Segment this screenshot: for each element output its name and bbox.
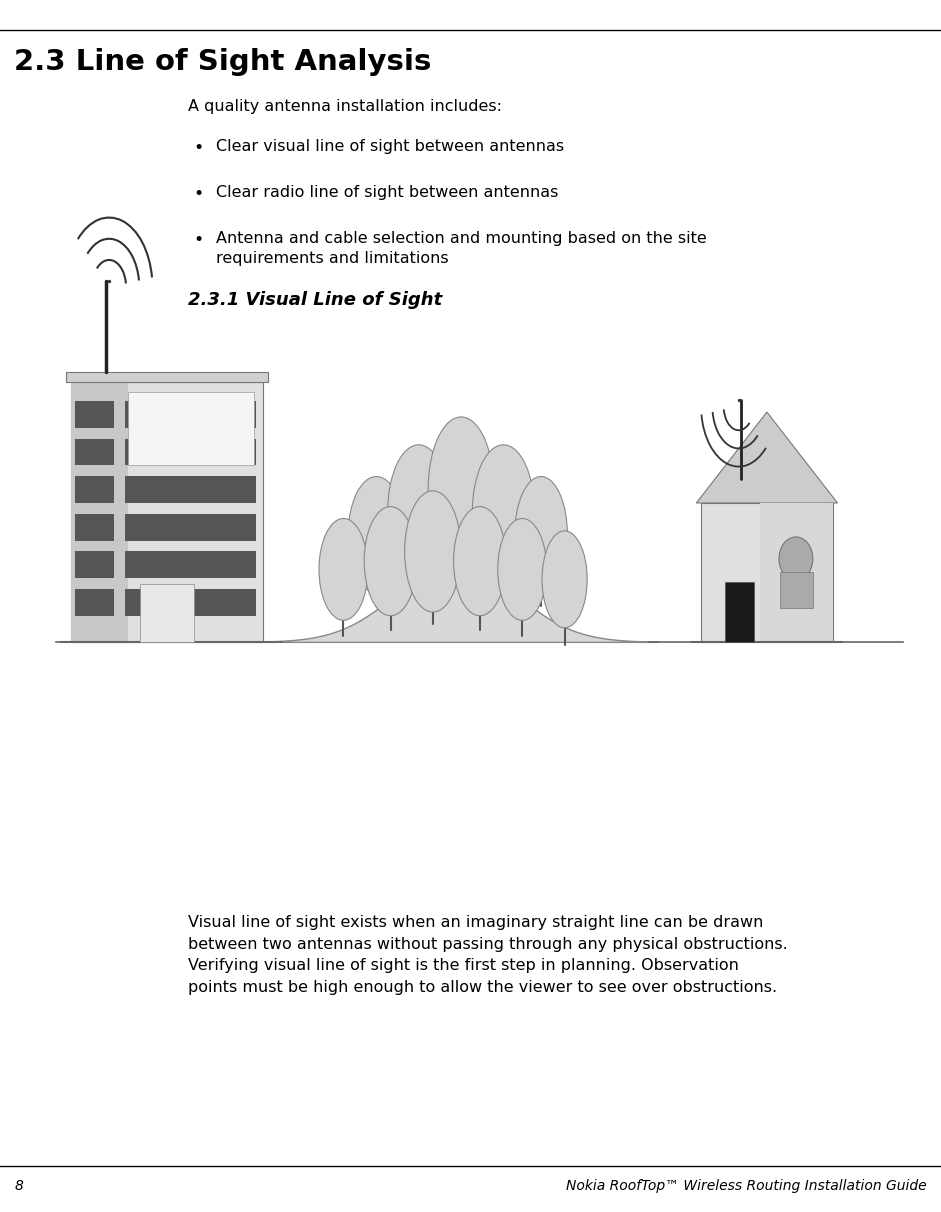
FancyBboxPatch shape <box>75 439 114 465</box>
Text: Clear radio line of sight between antennas: Clear radio line of sight between antenn… <box>216 185 559 200</box>
Ellipse shape <box>498 519 547 621</box>
Ellipse shape <box>428 417 494 562</box>
FancyBboxPatch shape <box>124 401 256 428</box>
FancyBboxPatch shape <box>71 382 128 642</box>
Ellipse shape <box>472 445 534 578</box>
FancyBboxPatch shape <box>124 551 256 578</box>
Ellipse shape <box>405 491 461 612</box>
Ellipse shape <box>348 476 405 593</box>
Text: 2.3.1 Visual Line of Sight: 2.3.1 Visual Line of Sight <box>188 291 442 309</box>
Text: •: • <box>193 139 203 158</box>
FancyBboxPatch shape <box>124 589 256 616</box>
FancyBboxPatch shape <box>124 439 256 465</box>
Ellipse shape <box>388 445 450 578</box>
Text: 8: 8 <box>14 1178 23 1193</box>
FancyBboxPatch shape <box>780 572 813 608</box>
Text: Visual line of sight exists when an imaginary straight line can be drawn
between: Visual line of sight exists when an imag… <box>188 915 788 995</box>
FancyBboxPatch shape <box>760 503 833 642</box>
FancyBboxPatch shape <box>124 476 256 503</box>
Text: A quality antenna installation includes:: A quality antenna installation includes: <box>188 99 502 114</box>
FancyBboxPatch shape <box>128 393 254 465</box>
FancyBboxPatch shape <box>66 372 268 382</box>
Ellipse shape <box>454 507 506 616</box>
Text: •: • <box>193 231 203 250</box>
Ellipse shape <box>542 531 587 628</box>
Ellipse shape <box>364 507 417 616</box>
FancyBboxPatch shape <box>140 584 194 642</box>
Text: Clear visual line of sight between antennas: Clear visual line of sight between anten… <box>216 139 565 154</box>
Polygon shape <box>273 564 659 642</box>
Text: Nokia RoofTop™ Wireless Routing Installation Guide: Nokia RoofTop™ Wireless Routing Installa… <box>566 1178 927 1193</box>
Text: Antenna and cable selection and mounting based on the site
requirements and limi: Antenna and cable selection and mounting… <box>216 231 708 267</box>
Ellipse shape <box>515 476 567 593</box>
FancyBboxPatch shape <box>75 476 114 503</box>
FancyBboxPatch shape <box>75 401 114 428</box>
FancyBboxPatch shape <box>124 514 256 541</box>
Polygon shape <box>696 412 837 503</box>
FancyBboxPatch shape <box>75 589 114 616</box>
FancyBboxPatch shape <box>75 551 114 578</box>
Ellipse shape <box>319 519 368 621</box>
Text: •: • <box>193 185 203 204</box>
Text: 2.3 Line of Sight Analysis: 2.3 Line of Sight Analysis <box>14 48 432 76</box>
FancyBboxPatch shape <box>725 582 754 642</box>
FancyBboxPatch shape <box>71 382 263 642</box>
FancyBboxPatch shape <box>75 514 114 541</box>
Circle shape <box>779 537 813 581</box>
FancyBboxPatch shape <box>701 503 833 642</box>
